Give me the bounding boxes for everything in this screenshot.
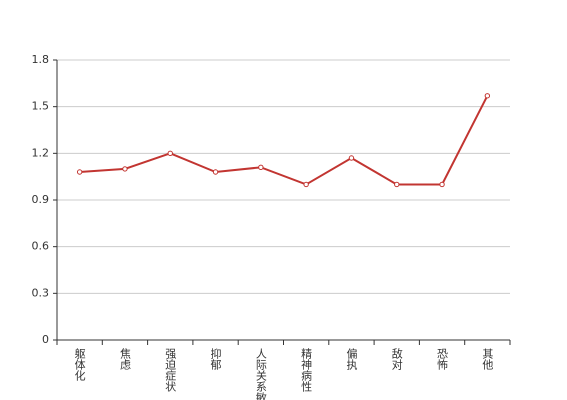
y-tick-label: 1.5 (32, 100, 50, 113)
y-tick-label: 0.9 (32, 193, 50, 206)
y-tick-label: 1.8 (32, 53, 50, 66)
x-tick-label: 人际关系敏感 (254, 348, 267, 400)
point (212, 169, 219, 175)
point (258, 164, 264, 171)
x-tick-label: 焦虑 (118, 348, 131, 370)
x-tick-label: 精神病性 (300, 348, 313, 393)
x-tick-label: 抑郁 (209, 347, 222, 370)
point (76, 169, 83, 175)
y-tick-label: 0.6 (32, 240, 50, 253)
point (484, 93, 491, 99)
x-tick-label: 偏执 (345, 347, 358, 371)
point (439, 181, 445, 188)
x-tick-label: 恐怖 (436, 348, 449, 370)
point (167, 150, 173, 157)
y-tick-label: 0 (42, 333, 49, 346)
x-tick-label: 其他 (481, 348, 494, 370)
y-tick-label: 1.2 (32, 146, 50, 159)
point (122, 166, 128, 172)
series-line (79, 95, 489, 186)
point (348, 155, 355, 161)
y-tick-label: 0.3 (32, 286, 50, 299)
x-tick-label: 强迫症状 (164, 348, 177, 392)
point (394, 181, 400, 188)
x-tick-label: 躯体化 (73, 348, 86, 382)
point (303, 181, 309, 188)
x-tick-label: 敌对 (390, 347, 403, 370)
